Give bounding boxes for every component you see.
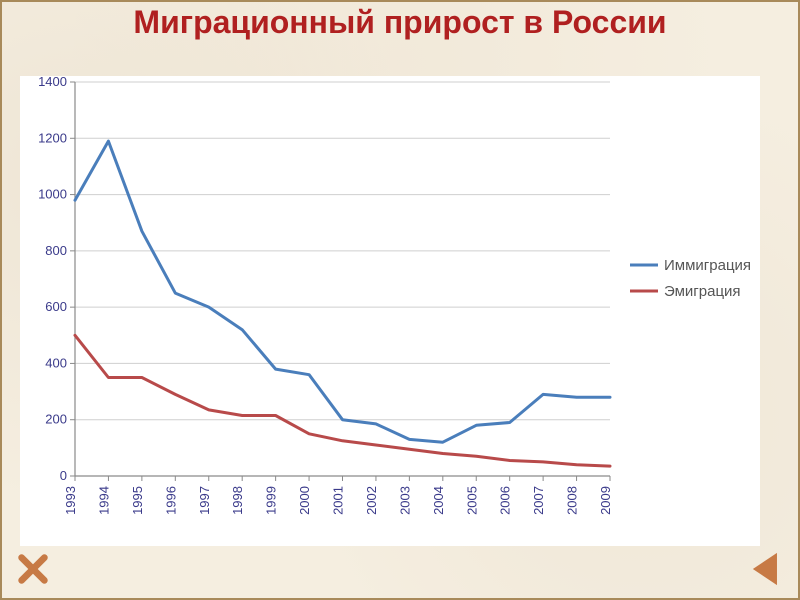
- slide: Миграционный прирост в России 0 200 400 600…: [0, 0, 800, 600]
- svg-text:1200: 1200: [38, 130, 67, 145]
- svg-text:2006: 2006: [498, 486, 513, 515]
- svg-text:1400: 1400: [38, 76, 67, 89]
- page-title: Миграционный прирост в России: [2, 6, 798, 40]
- svg-text:1998: 1998: [230, 486, 245, 515]
- migration-chart: 0 200 400 600 800 1000 1200 1400 1993 1994 1995 199…: [20, 76, 760, 546]
- svg-text:Иммиграция: Иммиграция: [664, 257, 751, 274]
- svg-text:2002: 2002: [364, 486, 379, 515]
- svg-text:2000: 2000: [297, 486, 312, 515]
- svg-text:1997: 1997: [197, 486, 212, 515]
- svg-text:2008: 2008: [565, 486, 580, 515]
- svg-text:1995: 1995: [130, 486, 145, 515]
- close-button[interactable]: [14, 550, 52, 588]
- svg-text:2007: 2007: [531, 486, 546, 515]
- svg-text:400: 400: [45, 355, 67, 370]
- svg-text:200: 200: [45, 412, 67, 427]
- prev-icon: [748, 550, 786, 588]
- chart-svg: 0 200 400 600 800 1000 1200 1400 1993 1994 1995 199…: [20, 76, 760, 546]
- svg-text:2003: 2003: [397, 486, 412, 515]
- svg-text:2009: 2009: [598, 486, 613, 515]
- svg-text:800: 800: [45, 243, 67, 258]
- svg-text:1994: 1994: [96, 486, 111, 515]
- svg-text:2005: 2005: [464, 486, 479, 515]
- svg-text:2004: 2004: [431, 486, 446, 515]
- svg-text:2001: 2001: [331, 486, 346, 515]
- svg-text:1999: 1999: [264, 486, 279, 515]
- svg-text:0: 0: [60, 468, 67, 483]
- svg-text:1993: 1993: [63, 486, 78, 515]
- svg-text:Эмиграция: Эмиграция: [664, 283, 741, 300]
- svg-text:1996: 1996: [163, 486, 178, 515]
- prev-button[interactable]: [748, 550, 786, 588]
- svg-text:600: 600: [45, 299, 67, 314]
- close-icon: [14, 550, 52, 588]
- svg-text:1000: 1000: [38, 187, 67, 202]
